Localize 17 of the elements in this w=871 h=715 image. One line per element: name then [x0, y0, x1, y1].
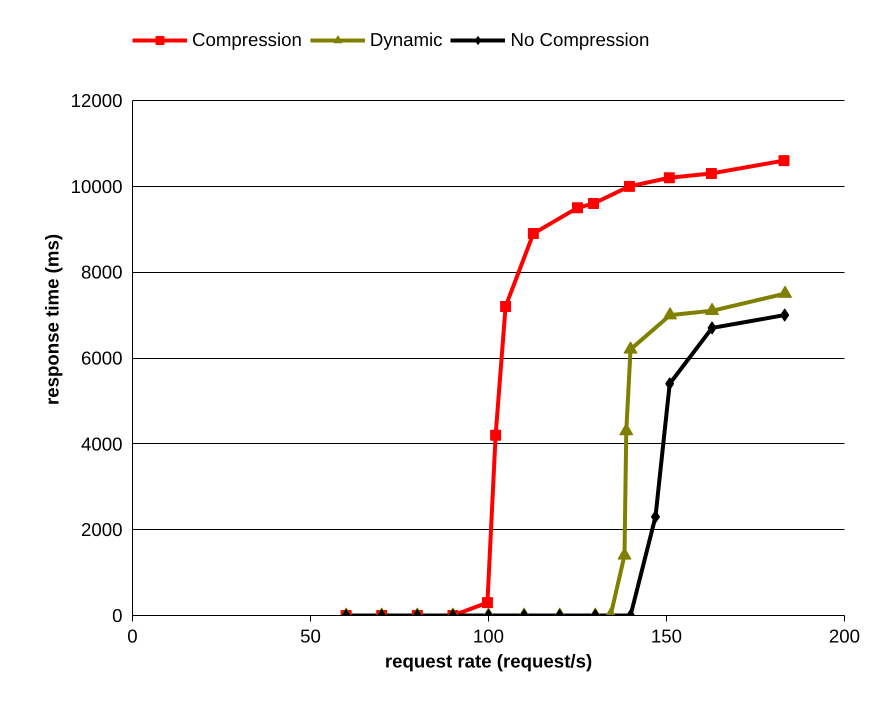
- x-tick-label: 100: [472, 626, 504, 646]
- y-tick-label: 10000: [70, 176, 123, 197]
- legend-label: Compression: [192, 29, 302, 51]
- x-axis-title: request rate (request/s): [384, 650, 592, 672]
- y-axis-title: response time (ms): [42, 234, 63, 406]
- y-tick-label: 8000: [80, 262, 123, 283]
- legend-label: No Compression: [510, 29, 650, 51]
- legend-label: Dynamic: [370, 29, 442, 51]
- y-tick-label: 4000: [80, 433, 123, 454]
- y-tick-label: 2000: [80, 519, 123, 540]
- y-tick-label: 12000: [70, 90, 123, 111]
- y-tick-label: 0: [112, 605, 123, 626]
- x-tick-label: 50: [300, 626, 321, 646]
- x-tick-label: 150: [650, 626, 682, 646]
- y-tick-label: 6000: [80, 348, 123, 368]
- x-tick-label: 0: [127, 626, 138, 646]
- x-tick-label: 200: [828, 626, 860, 646]
